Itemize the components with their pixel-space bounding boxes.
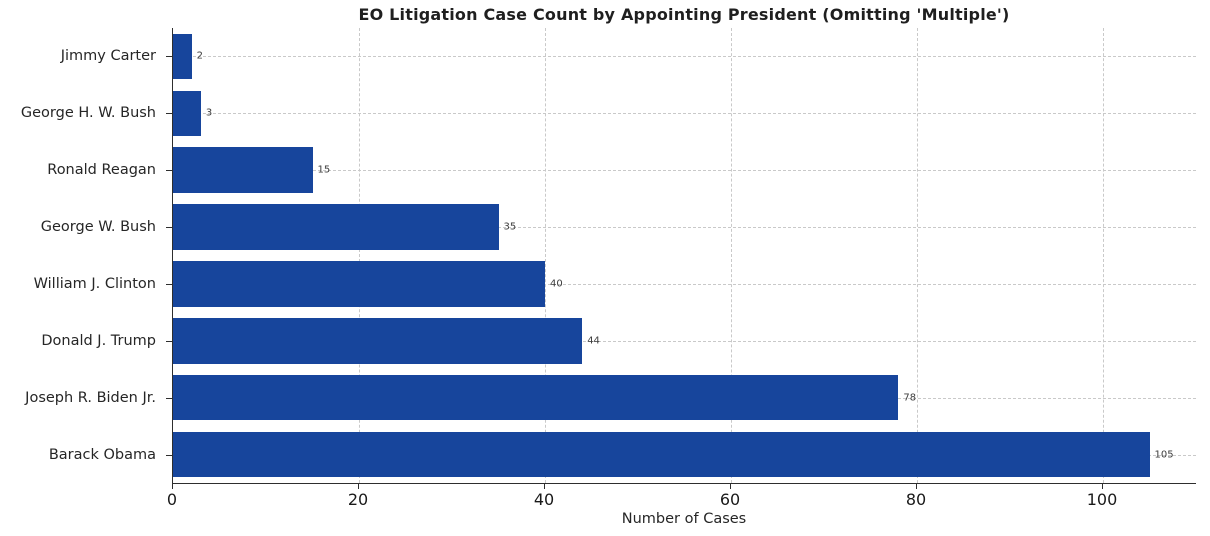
x-tick-label: 40 [533, 490, 555, 509]
y-gridline [173, 227, 1196, 229]
category-label: Donald J. Trump [41, 332, 156, 349]
x-gridline [1103, 28, 1104, 483]
chart-title: EO Litigation Case Count by Appointing P… [358, 5, 1010, 24]
x-tick-label: 0 [166, 490, 178, 509]
category-label: William J. Clinton [33, 275, 156, 292]
y-gridline [173, 340, 1196, 342]
y-tick-mark [166, 454, 172, 456]
plot-area: 2 3 15 35 40 44 78 105 [172, 28, 1196, 484]
x-tick-mark [730, 483, 731, 489]
bar [173, 261, 545, 307]
value-label: 78 [903, 392, 917, 404]
category-label: Ronald Reagan [47, 162, 156, 179]
bar [173, 431, 1150, 478]
value-label: 105 [1154, 449, 1174, 461]
y-gridline [173, 170, 1196, 172]
x-tick-mark [916, 483, 917, 489]
bar [173, 204, 499, 250]
y-tick-mark [166, 340, 172, 342]
y-gridline [173, 113, 1196, 115]
y-tick-mark [166, 397, 172, 399]
bar [173, 374, 899, 421]
y-tick-mark [166, 283, 172, 285]
bar [173, 318, 583, 364]
value-label: 15 [317, 164, 331, 176]
y-tick-mark [166, 227, 172, 229]
x-gridline [917, 28, 918, 483]
y-axis-labels: Jimmy Carter George H. W. Bush Ronald Reag… [0, 28, 164, 483]
x-tick-mark [172, 483, 173, 489]
bar [173, 33, 192, 80]
value-label: 44 [587, 335, 600, 347]
y-gridline [173, 283, 1196, 285]
x-tick-mark [544, 483, 545, 489]
y-tick-mark [166, 113, 172, 115]
x-axis-label: Number of Cases [621, 511, 747, 527]
x-tick-mark [1102, 483, 1103, 489]
category-label: Joseph R. Biden Jr. [25, 389, 156, 406]
x-gridline [359, 28, 360, 483]
value-label: 3 [205, 107, 213, 119]
y-gridline [173, 56, 1196, 58]
category-label: George H. W. Bush [20, 105, 156, 122]
value-label: 40 [550, 278, 563, 290]
bar [173, 147, 313, 193]
x-tick-mark [358, 483, 359, 489]
category-label: Barack Obama [48, 446, 156, 463]
x-gridline [731, 28, 732, 483]
y-tick-mark [166, 170, 172, 172]
value-label: 35 [503, 221, 517, 233]
bar [173, 90, 201, 137]
x-tick-label: 60 [719, 490, 741, 509]
x-gridline [545, 28, 546, 483]
category-label: Jimmy Carter [60, 48, 156, 65]
y-tick-mark [166, 56, 172, 58]
x-tick-label: 80 [905, 490, 927, 509]
value-label: 2 [196, 50, 203, 62]
x-tick-label: 20 [347, 490, 369, 509]
category-label: George W. Bush [40, 219, 156, 236]
x-tick-label: 100 [1086, 490, 1118, 509]
